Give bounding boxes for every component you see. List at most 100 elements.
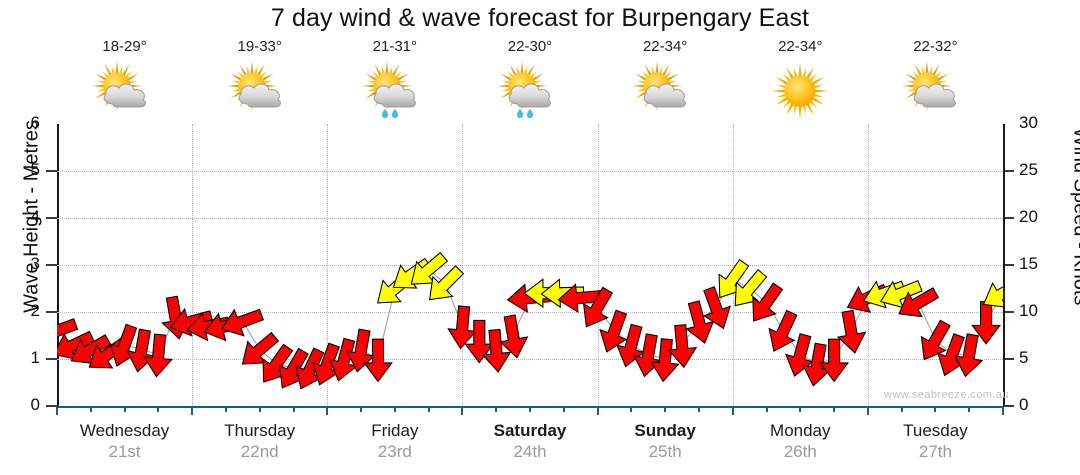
day-header: 22-30°: [462, 38, 597, 124]
day-name: Sunday: [634, 421, 696, 440]
right-tick-label: 25: [1019, 160, 1038, 179]
page-title: 7 day wind & wave forecast for Burpengar…: [270, 4, 810, 32]
wind-arrow: [982, 277, 1003, 308]
wind-arrow: [920, 319, 951, 361]
wind-arrow: [819, 338, 850, 383]
axis-tick: [562, 406, 565, 412]
day-name: Thursday: [224, 421, 296, 440]
right-axis-title: Wind Speed - Knots: [1069, 127, 1080, 306]
wind-arrow: [752, 282, 784, 322]
day-header: 22-34°: [598, 38, 733, 124]
axis-tick: [46, 264, 57, 266]
axis-tick: [968, 406, 971, 412]
day-label: Monday 26th: [733, 420, 868, 462]
gridline-horizontal: [57, 359, 1003, 360]
axis-tick: [866, 406, 869, 415]
day-name: Tuesday: [903, 421, 968, 440]
axis-tick: [833, 406, 836, 412]
sun-behind-cloud-icon: [192, 60, 327, 122]
gridline-horizontal: [57, 171, 1003, 172]
axis-tick: [765, 406, 768, 412]
axis-tick: [46, 170, 57, 172]
axis-tick: [731, 406, 734, 415]
wind-arrow: [481, 328, 512, 373]
wind-arrow: [937, 333, 966, 377]
day-date: 25th: [648, 442, 682, 461]
right-tick-label: 20: [1019, 207, 1038, 226]
sun-behind-cloud-icon: [57, 60, 192, 122]
axis-tick: [630, 406, 633, 412]
wind-arrow: [801, 342, 832, 387]
axis-tick: [1003, 405, 1014, 407]
day-date: 26th: [783, 442, 817, 461]
wind-arrow: [447, 305, 477, 350]
wind-arrow: [464, 319, 495, 364]
axis-tick: [89, 406, 92, 412]
gridline-day-separator: [192, 124, 194, 406]
axis-tick: [46, 405, 57, 407]
wind-arrow: [143, 333, 173, 378]
axis-tick: [799, 406, 802, 412]
axis-tick: [596, 406, 599, 415]
temperature-range: 22-30°: [507, 38, 553, 55]
axis-tick: [46, 311, 57, 313]
axis-tick: [934, 406, 937, 412]
wind-arrow: [429, 265, 465, 301]
axis-tick: [123, 406, 126, 412]
axis-tick: [1003, 311, 1014, 313]
wind-arrow: [328, 337, 358, 382]
right-axis-line: [1003, 124, 1005, 406]
axis-tick: [1003, 264, 1014, 266]
wind-arrow: [363, 338, 393, 383]
gridline-day-separator: [732, 124, 734, 406]
day-label: Friday 23rd: [327, 420, 462, 462]
wind-arrow: [70, 334, 112, 365]
gridline-day-separator: [597, 124, 599, 406]
axis-tick: [326, 406, 329, 415]
day-date: 24th: [513, 442, 547, 461]
axis-tick: [529, 406, 531, 412]
day-name: Friday: [371, 421, 419, 440]
day-name: Wednesday: [79, 421, 170, 440]
wind-arrow: [262, 343, 294, 383]
sun-behind-rain-cloud-icon: [462, 60, 597, 122]
sun-icon: [733, 60, 868, 122]
axis-tick: [461, 406, 464, 415]
axis-tick: [664, 406, 667, 412]
day-header: 22-34°: [733, 38, 868, 124]
day-date: 21st: [108, 442, 141, 461]
day-header: 22-32°: [868, 38, 1003, 124]
day-date: 22nd: [240, 442, 279, 461]
wind-arrow: [685, 300, 715, 344]
axis-tick: [1002, 406, 1004, 415]
axis-tick: [292, 406, 295, 412]
wind-arrow: [410, 251, 449, 285]
temperature-range: 21-31°: [372, 38, 418, 55]
left-tick-label: 2: [30, 301, 40, 320]
axis-tick: [224, 406, 227, 412]
sun-behind-cloud-icon: [598, 60, 733, 122]
axis-tick: [46, 358, 57, 360]
right-tick-label: 0: [1019, 395, 1029, 414]
left-tick-label: 3: [30, 254, 40, 273]
gridline-day-separator: [462, 124, 464, 406]
left-tick-label: 4: [30, 207, 40, 226]
day-label: Sunday 25th: [598, 420, 733, 462]
axis-tick: [1003, 170, 1014, 172]
day-name: Saturday: [493, 421, 567, 440]
wind-arrow: [768, 309, 798, 352]
day-date: 23rd: [377, 442, 412, 461]
sun-behind-rain-cloud-icon: [327, 60, 462, 122]
wind-arrow: [312, 342, 341, 386]
wind-arrow: [734, 269, 768, 307]
temperature-range: 22-34°: [778, 38, 823, 55]
wind-arrow: [649, 338, 680, 383]
day-label: Wednesday 21st: [57, 420, 192, 462]
wind-arrow: [582, 286, 614, 328]
plot-area: [57, 124, 1003, 406]
day-header: 18-29°: [57, 38, 192, 124]
axis-tick: [900, 406, 903, 412]
left-tick-label: 5: [30, 160, 40, 179]
axis-tick: [258, 406, 261, 412]
